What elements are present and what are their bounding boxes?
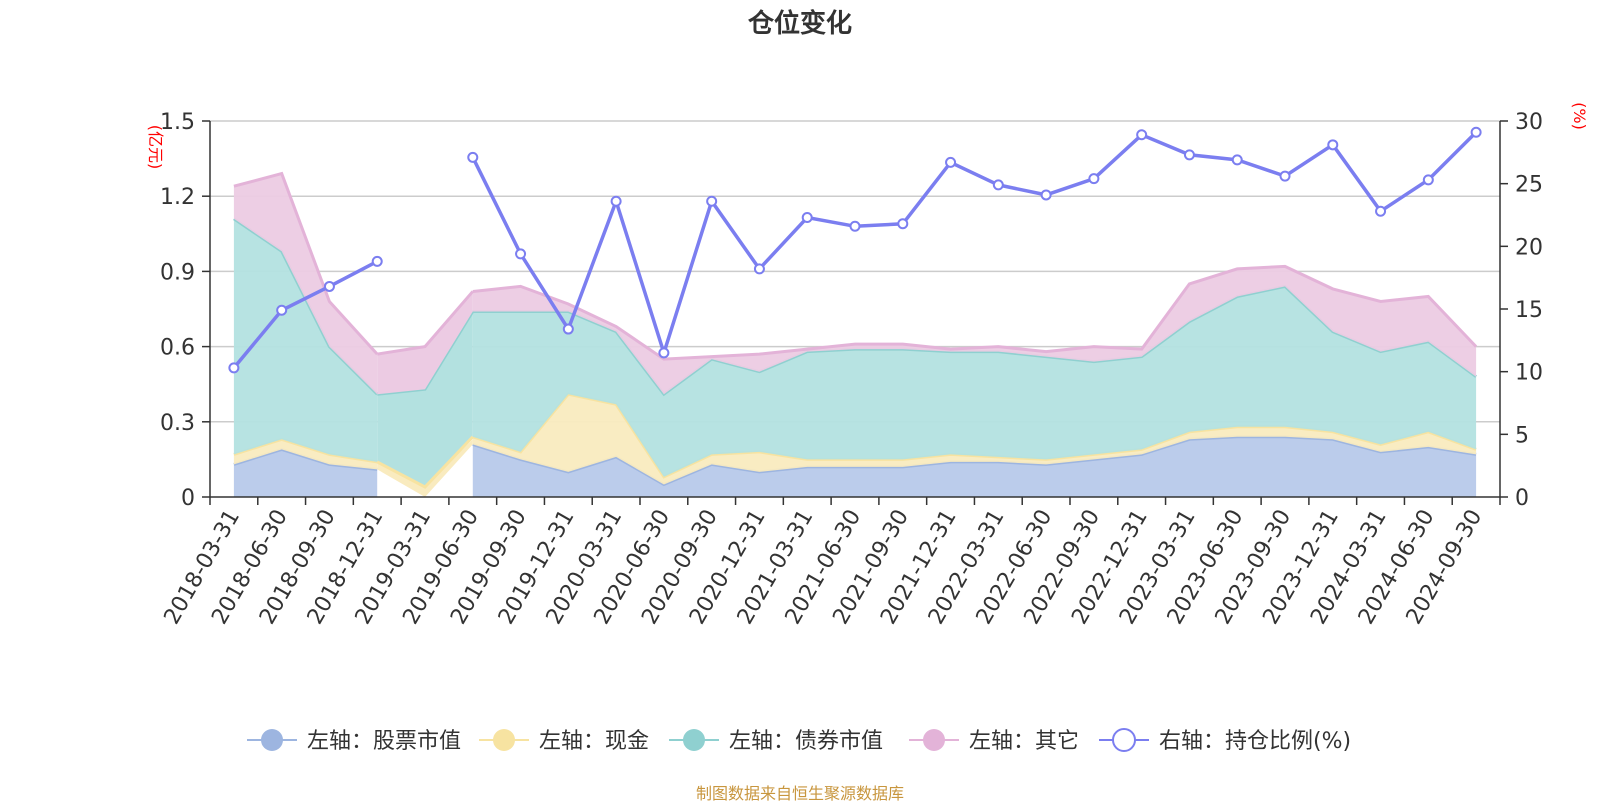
holding-ratio-point (276, 304, 288, 316)
legend-marker (683, 729, 705, 751)
legend-marker (1112, 728, 1136, 752)
legend-marker (493, 729, 515, 751)
holding-ratio-point (562, 323, 574, 335)
holding-ratio-point (467, 151, 479, 163)
right-tick-label: 25 (1515, 173, 1543, 198)
right-tick-label: 30 (1515, 110, 1543, 135)
right-axis-label: (%) (1570, 102, 1589, 130)
holding-ratio-point (753, 263, 765, 275)
holding-ratio-point (1279, 170, 1291, 182)
holding-ratio-point (1040, 189, 1052, 201)
left-tick-label: 1.2 (160, 185, 195, 210)
area-左轴：现金 (472, 394, 1477, 485)
holding-ratio-point (610, 195, 622, 207)
holding-ratio-point (1375, 205, 1387, 217)
holding-ratio-point (228, 362, 240, 374)
other-gap-edge (376, 290, 474, 356)
left-tick-label: 0.3 (160, 411, 195, 436)
holding-ratio-point (1422, 174, 1434, 186)
left-tick-label: 0 (181, 486, 195, 511)
holding-ratio-point (706, 195, 718, 207)
source-note: 制图数据来自恒生聚源数据库 (695, 784, 904, 803)
chart-title: 仓位变化 (747, 8, 852, 39)
legend-label: 左轴：现金 (539, 729, 649, 754)
left-tick-label: 0.6 (160, 336, 195, 361)
right-tick-label: 0 (1515, 486, 1529, 511)
area-左轴：其它 (472, 266, 1477, 395)
legend-label: 左轴：股票市值 (307, 729, 461, 754)
holding-ratio-point (515, 248, 527, 260)
legend-label: 左轴：债券市值 (729, 729, 883, 754)
left-axis-label: (亿元) (146, 125, 165, 170)
holding-ratio-point (849, 220, 861, 232)
right-tick-label: 20 (1515, 235, 1543, 260)
area-左轴：股票市值 (233, 449, 378, 497)
legend-label: 左轴：其它 (969, 729, 1079, 754)
holding-ratio-point (1183, 149, 1195, 161)
stacked-areas (233, 171, 1478, 497)
holding-ratio-point (658, 347, 670, 359)
area-左轴：债券市值 (233, 218, 378, 462)
holding-ratio-point (371, 255, 383, 267)
holding-ratio-line (232, 259, 379, 370)
left-tick-label: 1.5 (160, 110, 195, 135)
bond-gap-area (377, 311, 473, 487)
cash-gap-area (377, 439, 473, 497)
legend: 左轴：股票市值 左轴：现金 左轴：债券市值 左轴：其它 右轴：持仓比例(%) (247, 728, 1351, 754)
left-tick-label: 0.9 (160, 260, 195, 285)
legend-marker (923, 729, 945, 751)
holding-ratio-point (1327, 139, 1339, 151)
holding-ratio-point (1470, 126, 1482, 138)
legend-label: 右轴：持仓比例(%) (1159, 729, 1351, 754)
right-tick-label: 10 (1515, 361, 1543, 386)
holding-ratio-point (992, 179, 1004, 191)
area-edge-左轴：现金 (233, 437, 378, 464)
holding-ratio-line-group (228, 126, 1482, 374)
area-edge-左轴：其它 (233, 171, 379, 356)
area-左轴：现金 (233, 439, 378, 470)
legend-marker (261, 729, 283, 751)
holding-ratio-point (801, 212, 813, 224)
area-edge-左轴：其它 (472, 264, 1478, 361)
holding-ratio-point (1231, 154, 1243, 166)
right-tick-label: 5 (1515, 423, 1529, 448)
holding-ratio-point (945, 156, 957, 168)
holding-ratio-point (1088, 173, 1100, 185)
holding-ratio-point (897, 218, 909, 230)
area-左轴：其它 (233, 173, 378, 395)
right-tick-label: 15 (1515, 298, 1543, 323)
area-左轴：股票市值 (472, 436, 1477, 497)
holding-ratio-line (471, 131, 1478, 359)
other-gap-area (377, 291, 473, 395)
area-左轴：债券市值 (472, 286, 1477, 477)
holding-ratio-point (1136, 129, 1148, 141)
cash-gap-edge (376, 435, 474, 489)
holding-ratio-point (323, 280, 335, 292)
